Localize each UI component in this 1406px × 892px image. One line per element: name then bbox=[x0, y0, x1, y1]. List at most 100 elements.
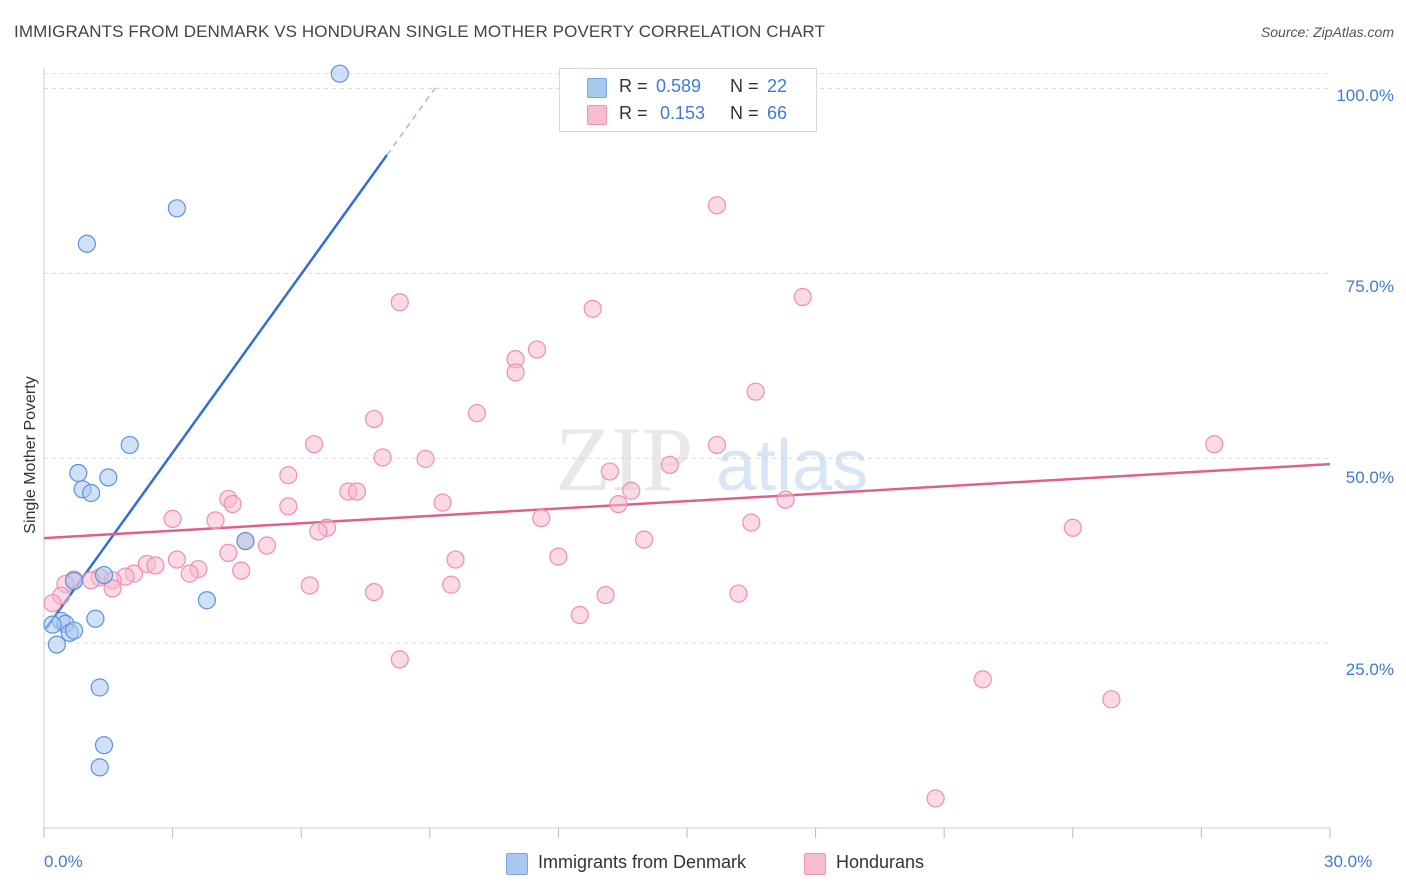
n-value: 22 bbox=[767, 76, 788, 96]
denmark-point bbox=[64, 621, 84, 640]
hondurans-point bbox=[532, 509, 551, 528]
denmark-point bbox=[94, 565, 114, 585]
r-label: R = bbox=[619, 103, 648, 123]
hondurans-point bbox=[467, 404, 487, 423]
chart-title: IMMIGRANTS FROM DENMARK VS HONDURAN SING… bbox=[14, 22, 825, 41]
hondurans-point bbox=[309, 522, 328, 541]
source-label: Source: ZipAtlas.com bbox=[1260, 24, 1394, 40]
denmark-point bbox=[330, 64, 349, 83]
legend-swatch-hondurans bbox=[804, 853, 826, 875]
hondurans-swatch bbox=[587, 105, 607, 125]
denmark-point bbox=[64, 571, 84, 591]
hondurans-point bbox=[43, 594, 62, 613]
hondurans-point bbox=[364, 409, 384, 429]
hondurans-point bbox=[746, 382, 765, 401]
hondurans-point bbox=[257, 536, 277, 555]
hondurans-point bbox=[707, 196, 727, 215]
denmark-point bbox=[47, 635, 66, 654]
stats-box: R = 0.589 N = 22 R = 0.153 N = 66 bbox=[559, 68, 817, 132]
grid-lines bbox=[44, 73, 1330, 644]
hondurans-point bbox=[304, 435, 324, 454]
denmark-point bbox=[82, 483, 101, 503]
trend-line-hondurans bbox=[43, 462, 1331, 540]
legend-label: Immigrants from Denmark bbox=[538, 852, 747, 872]
n-label: N = bbox=[730, 103, 759, 123]
hondurans-point bbox=[1102, 690, 1121, 709]
trend-lines bbox=[43, 83, 1331, 630]
hondurans-point bbox=[347, 482, 367, 501]
hondurans-point bbox=[1205, 435, 1224, 454]
axes bbox=[43, 68, 1331, 838]
hondurans-point bbox=[103, 579, 122, 598]
hondurans-point bbox=[742, 513, 761, 532]
denmark-point bbox=[167, 199, 186, 218]
x-tick-label-min: 0.0% bbox=[44, 852, 83, 871]
hondurans-point bbox=[570, 605, 589, 625]
hondurans-point bbox=[364, 582, 384, 602]
trend-line-extension bbox=[386, 83, 439, 156]
hondurans-point bbox=[583, 299, 602, 318]
trend-line-denmark bbox=[45, 154, 388, 630]
hondurans-point bbox=[390, 293, 409, 312]
stats-row-hondurans: R = 0.153 N = 66 bbox=[560, 102, 816, 126]
y-axis-label: Single Mother Poverty bbox=[22, 376, 39, 534]
hondurans-point bbox=[609, 494, 628, 514]
hondurans-point bbox=[527, 340, 547, 359]
legend-swatch-denmark bbox=[506, 853, 528, 875]
hondurans-point bbox=[206, 511, 225, 530]
hondurans-point bbox=[163, 509, 182, 528]
hondurans-point bbox=[300, 576, 319, 595]
denmark-point bbox=[94, 736, 114, 755]
hondurans-point bbox=[635, 530, 654, 549]
denmark-point bbox=[90, 678, 109, 697]
hondurans-point bbox=[223, 494, 242, 514]
hondurans-point bbox=[793, 287, 812, 307]
hondurans-point bbox=[729, 584, 748, 603]
y-tick-label-75: 75.0% bbox=[1345, 277, 1394, 296]
hondurans-point bbox=[600, 462, 619, 481]
denmark-point bbox=[197, 591, 216, 610]
hondurans-point bbox=[180, 564, 199, 583]
hondurans-point bbox=[279, 466, 298, 485]
data-points bbox=[43, 64, 1224, 808]
hondurans-point bbox=[446, 550, 465, 569]
hondurans-point bbox=[549, 547, 568, 566]
r-label: R = bbox=[619, 76, 648, 96]
hondurans-point bbox=[776, 490, 795, 509]
denmark-point bbox=[77, 234, 96, 253]
y-tick-label-25: 25.0% bbox=[1345, 660, 1394, 679]
denmark-point bbox=[120, 435, 139, 455]
hondurans-point bbox=[232, 561, 251, 580]
denmark-point bbox=[86, 609, 105, 628]
n-label: N = bbox=[730, 76, 759, 96]
denmark-point bbox=[236, 531, 255, 551]
denmark-point bbox=[90, 758, 109, 777]
hondurans-point bbox=[973, 670, 992, 689]
y-tick-label-100: 100.0% bbox=[1336, 86, 1394, 105]
hondurans-point bbox=[167, 550, 186, 569]
denmark-point bbox=[69, 463, 88, 483]
hondurans-point bbox=[596, 585, 615, 605]
denmark-swatch bbox=[587, 78, 607, 98]
hondurans-point bbox=[707, 435, 727, 455]
hondurans-point bbox=[373, 448, 392, 467]
hondurans-point bbox=[1063, 518, 1082, 537]
hondurans-point bbox=[279, 497, 298, 516]
legend-label: Hondurans bbox=[836, 852, 925, 872]
hondurans-point bbox=[442, 575, 461, 594]
denmark-point bbox=[99, 468, 118, 487]
denmark-point bbox=[43, 615, 62, 634]
stats-row-denmark: R = 0.589 N = 22 bbox=[560, 75, 816, 99]
y-tick-label-50: 50.0% bbox=[1345, 468, 1394, 487]
hondurans-point bbox=[506, 363, 525, 382]
hondurans-point bbox=[926, 789, 945, 808]
watermark: ZIP atlas bbox=[555, 408, 868, 510]
n-value: 66 bbox=[767, 103, 788, 123]
hondurans-point bbox=[219, 543, 238, 563]
x-tick-label-max: 30.0% bbox=[1324, 852, 1373, 871]
hondurans-point bbox=[146, 556, 165, 575]
hondurans-point bbox=[433, 493, 452, 512]
hondurans-point bbox=[622, 481, 641, 500]
hondurans-point bbox=[390, 650, 409, 669]
